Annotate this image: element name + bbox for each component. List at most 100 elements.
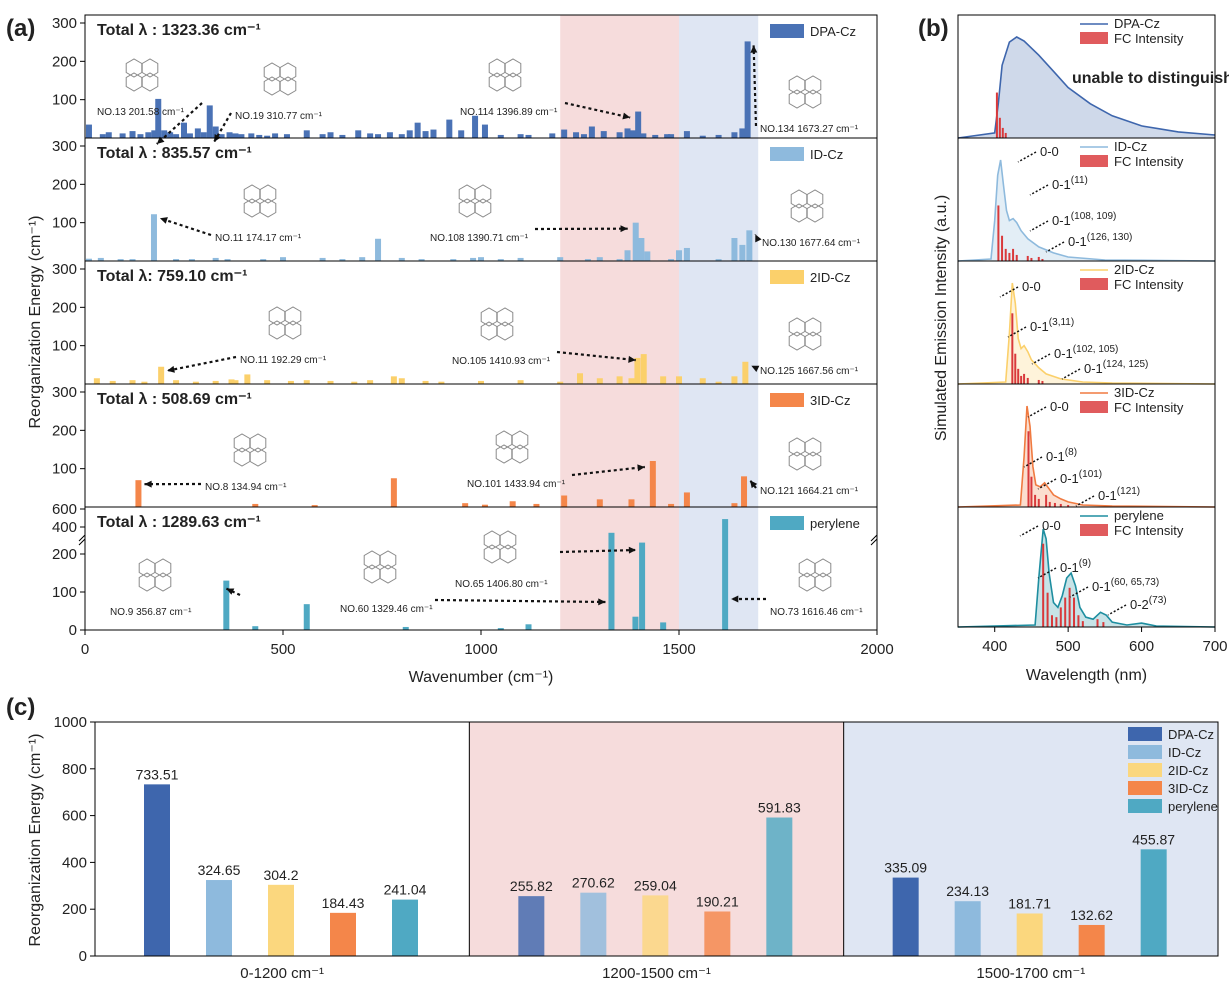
bar-DPA-Cz (422, 131, 429, 138)
bar-ID-Cz (746, 230, 753, 261)
total-lambda: Total λ : 835.57 cm⁻¹ (97, 145, 252, 162)
bar-ID-Cz (339, 259, 346, 261)
vibronic-label-main: 0-2 (1130, 597, 1149, 612)
fc-stick (1011, 313, 1014, 384)
shaded-region (560, 15, 679, 630)
vibronic-label: 0-1(8) (1046, 447, 1077, 464)
bar-3ID-Cz (311, 505, 318, 507)
x-tick-label: 500 (1056, 638, 1081, 655)
emission-fill (958, 406, 1215, 507)
mode-annotation: NO.13 201.58 cm⁻¹ (97, 107, 185, 118)
bar-ID-Cz (676, 250, 682, 261)
bar-2ID-Cz (1016, 913, 1043, 956)
bar-DPA-Cz (616, 132, 623, 138)
bar-DPA-Cz (414, 122, 421, 138)
bar-3ID-Cz (683, 492, 690, 507)
subplot-3ID-Cz: 300 200 100 Total λ : 508.69 cm⁻¹ 3ID-Cz NO.8… (52, 383, 878, 508)
bar-perylene (639, 542, 646, 630)
bar-DPA-Cz (497, 134, 504, 138)
molecule-ring (279, 76, 297, 96)
bar-DPA-Cz (573, 132, 580, 138)
bar-ID-Cz (359, 257, 366, 261)
mode-annotation: NO.121 1664.21 cm⁻¹ (760, 486, 859, 497)
bar-ID-Cz (117, 259, 124, 261)
vibronic-label: 0-1(108, 109) (1052, 211, 1116, 228)
legend-label: DPA-Cz (1168, 727, 1214, 742)
vibronic-label-sup: (11) (1071, 175, 1088, 186)
bar-DPA-Cz (458, 130, 465, 138)
bar-perylene (1140, 849, 1167, 956)
fc-stick (1001, 235, 1004, 261)
molecule-ring (788, 331, 806, 351)
molecule-ring (363, 564, 381, 584)
axis-break (78, 534, 86, 546)
fc-stick (1048, 501, 1051, 507)
bar-3ID-Cz (135, 480, 142, 507)
bar-DPA-Cz (218, 134, 225, 138)
mode-annotation: NO.125 1667.56 cm⁻¹ (760, 366, 859, 377)
bar-ID-Cz (188, 259, 195, 261)
bar-DPA-Cz (481, 124, 488, 138)
bar-ID-Cz (398, 257, 405, 261)
bar-DPA-Cz (580, 134, 587, 138)
vibronic-label: 0-1(9) (1060, 558, 1091, 575)
emission-curve (957, 405, 1216, 508)
molecule-ring (154, 572, 172, 592)
vibronic-label-main: 0-1 (1060, 471, 1079, 486)
arrow-head (156, 136, 165, 144)
legend-label: 2ID-Cz (1168, 763, 1208, 778)
legend-swatch (1128, 763, 1162, 777)
bar-3ID-Cz (704, 911, 731, 956)
bar-DPA-Cz (85, 124, 92, 138)
fc-stick (1053, 502, 1056, 507)
molecule-ring (804, 317, 822, 337)
molecule-ring (814, 558, 832, 578)
bar-3ID-Cz (649, 461, 656, 507)
bar-perylene (392, 899, 418, 956)
molecule-ring (233, 447, 251, 467)
fc-stick (1055, 617, 1058, 627)
bar-DPA-Cz (248, 133, 255, 138)
bar-3ID-Cz (252, 503, 259, 507)
subplot-ID-Cz: 300 200 100 Total λ : 835.57 cm⁻¹ ID-Cz NO.11… (52, 137, 878, 262)
x-tick-label: 500 (270, 641, 295, 658)
molecule-ring (263, 62, 281, 82)
molecule-ring (790, 203, 808, 223)
molecule-structure (268, 306, 302, 340)
bar-DPA-Cz (303, 130, 310, 138)
vibronic-label: 0-1(126, 130) (1068, 232, 1132, 249)
fc-stick (1073, 597, 1076, 627)
bar-2ID-Cz (478, 380, 484, 384)
fc-stick (1026, 255, 1029, 261)
bar-DPA-Cz (129, 131, 136, 138)
x-tick-label: 1200-1500 cm⁻¹ (602, 965, 711, 982)
fc-stick (998, 117, 1001, 138)
fc-stick (1059, 607, 1062, 627)
bar-2ID-Cz (244, 374, 251, 384)
vibronic-label-sup: (73) (1149, 595, 1167, 606)
x-tick-label: 1500-1700 cm⁻¹ (976, 965, 1085, 982)
arrow-head (628, 546, 637, 554)
molecule-ring (496, 307, 514, 327)
bar-2ID-Cz (676, 376, 682, 384)
emission-curve (957, 528, 1216, 628)
bar-ID-Cz (557, 257, 564, 261)
bar-ID-Cz (683, 247, 690, 261)
molecule-ring (499, 544, 517, 564)
vibronic-label-main: 0-1 (1046, 449, 1065, 464)
bar-DPA-Cz (668, 134, 675, 138)
arrow-head (628, 355, 636, 363)
bar-perylene (766, 817, 793, 956)
molecule-ring (488, 58, 506, 78)
mode-annotation: NO.130 1677.64 cm⁻¹ (762, 238, 861, 249)
bar-DPA-Cz (99, 134, 106, 138)
vibronic-label-sup: (101) (1079, 469, 1102, 480)
fc-stick (1026, 377, 1029, 384)
legend-label: FC Intensity (1114, 154, 1184, 169)
y-tick-label: 200 (52, 53, 77, 70)
y-tick-label: 300 (52, 261, 77, 278)
